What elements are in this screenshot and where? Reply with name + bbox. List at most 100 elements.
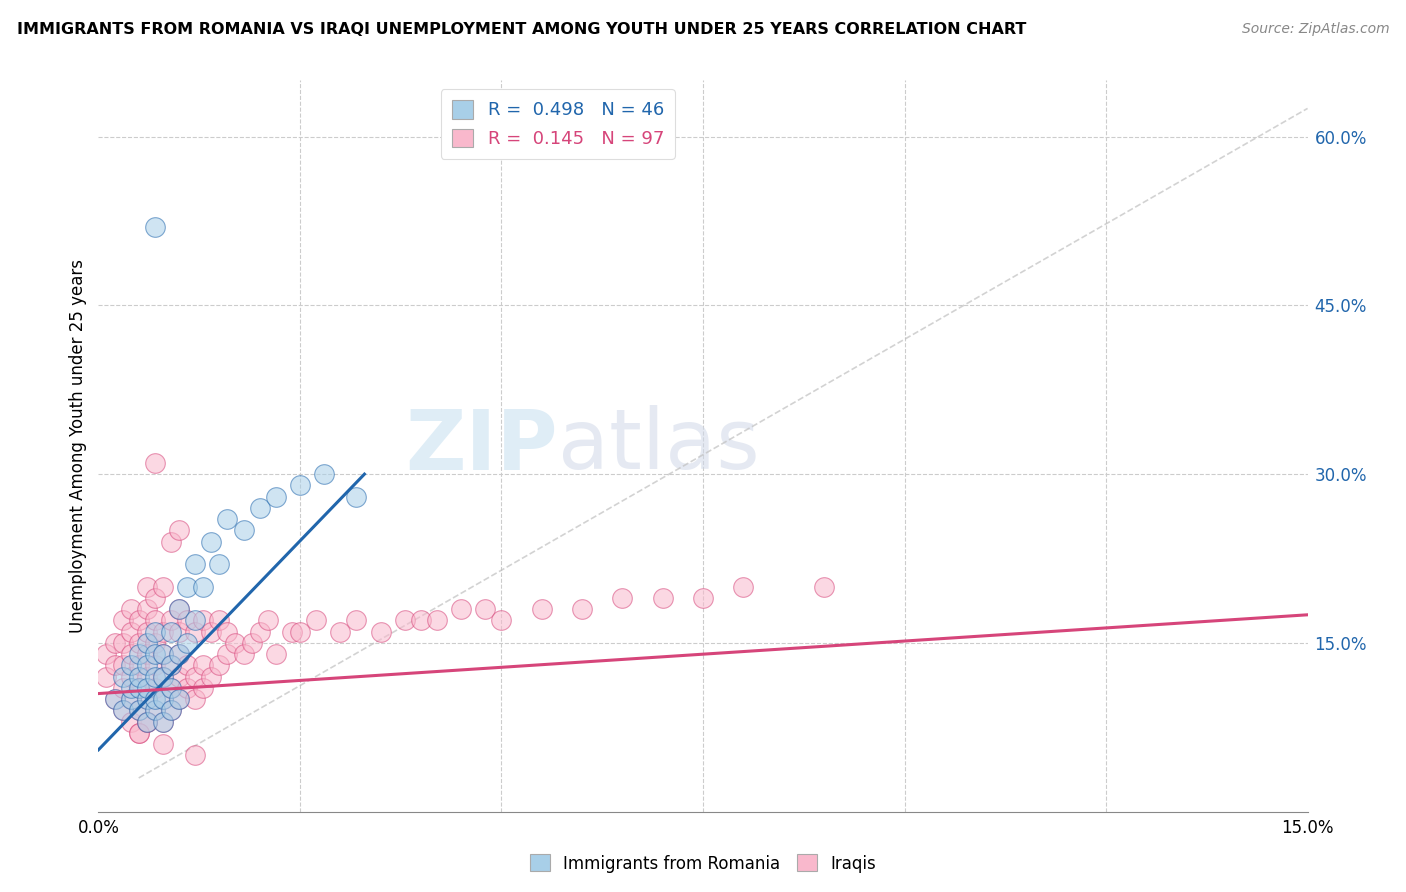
Point xyxy=(152,647,174,661)
Point xyxy=(240,636,263,650)
Point xyxy=(143,591,166,605)
Point xyxy=(344,490,367,504)
Point xyxy=(217,624,239,639)
Point xyxy=(193,681,215,695)
Point xyxy=(167,692,190,706)
Point xyxy=(96,647,118,661)
Point xyxy=(143,219,166,234)
Point xyxy=(733,580,755,594)
Point xyxy=(491,614,513,628)
Point xyxy=(288,478,311,492)
Point xyxy=(167,670,190,684)
Point xyxy=(217,512,239,526)
Point xyxy=(120,670,142,684)
Point xyxy=(135,647,157,661)
Point xyxy=(152,647,174,661)
Point xyxy=(120,647,142,661)
Point xyxy=(193,614,215,628)
Point xyxy=(217,647,239,661)
Point xyxy=(143,624,166,639)
Point xyxy=(111,681,134,695)
Point xyxy=(344,614,367,628)
Point xyxy=(167,624,190,639)
Point xyxy=(152,714,174,729)
Point xyxy=(120,692,142,706)
Point xyxy=(184,748,207,763)
Point xyxy=(120,692,142,706)
Point xyxy=(120,714,142,729)
Point xyxy=(143,658,166,673)
Legend: Immigrants from Romania, Iraqis: Immigrants from Romania, Iraqis xyxy=(523,847,883,880)
Point xyxy=(160,681,183,695)
Point xyxy=(249,624,271,639)
Point xyxy=(120,681,142,695)
Point xyxy=(193,580,215,594)
Point xyxy=(571,602,593,616)
Point xyxy=(111,670,134,684)
Point xyxy=(314,467,336,482)
Point xyxy=(288,624,311,639)
Point xyxy=(167,524,190,538)
Point xyxy=(111,703,134,717)
Point xyxy=(176,614,198,628)
Point xyxy=(813,580,835,594)
Point xyxy=(135,670,157,684)
Point xyxy=(256,614,278,628)
Point xyxy=(111,703,134,717)
Point xyxy=(450,602,472,616)
Point xyxy=(128,614,150,628)
Point xyxy=(200,670,222,684)
Point xyxy=(305,614,328,628)
Point xyxy=(143,636,166,650)
Point xyxy=(200,624,222,639)
Point xyxy=(152,670,174,684)
Point xyxy=(152,737,174,751)
Point xyxy=(160,703,183,717)
Point xyxy=(249,500,271,515)
Point xyxy=(224,636,246,650)
Point xyxy=(329,624,352,639)
Point xyxy=(152,692,174,706)
Point xyxy=(474,602,496,616)
Point xyxy=(103,692,125,706)
Point xyxy=(152,714,174,729)
Point xyxy=(128,647,150,661)
Text: atlas: atlas xyxy=(558,406,759,486)
Point xyxy=(167,602,190,616)
Point xyxy=(135,692,157,706)
Point xyxy=(167,692,190,706)
Point xyxy=(135,580,157,594)
Point xyxy=(394,614,416,628)
Point xyxy=(160,703,183,717)
Point xyxy=(208,557,231,571)
Point xyxy=(692,591,714,605)
Point xyxy=(135,692,157,706)
Point xyxy=(128,726,150,740)
Point xyxy=(135,658,157,673)
Point xyxy=(96,670,118,684)
Point xyxy=(232,647,254,661)
Point xyxy=(167,647,190,661)
Point xyxy=(120,624,142,639)
Point xyxy=(143,703,166,717)
Point xyxy=(167,602,190,616)
Text: Source: ZipAtlas.com: Source: ZipAtlas.com xyxy=(1241,22,1389,37)
Point xyxy=(135,714,157,729)
Point xyxy=(184,557,207,571)
Point xyxy=(143,692,166,706)
Y-axis label: Unemployment Among Youth under 25 years: Unemployment Among Youth under 25 years xyxy=(69,259,87,633)
Point xyxy=(103,692,125,706)
Point xyxy=(409,614,432,628)
Point xyxy=(143,614,166,628)
Point xyxy=(128,658,150,673)
Point xyxy=(184,614,207,628)
Point xyxy=(176,636,198,650)
Point xyxy=(111,614,134,628)
Point xyxy=(120,658,142,673)
Point xyxy=(103,658,125,673)
Point xyxy=(200,534,222,549)
Point xyxy=(103,636,125,650)
Text: ZIP: ZIP xyxy=(405,406,558,486)
Point xyxy=(176,658,198,673)
Point xyxy=(281,624,304,639)
